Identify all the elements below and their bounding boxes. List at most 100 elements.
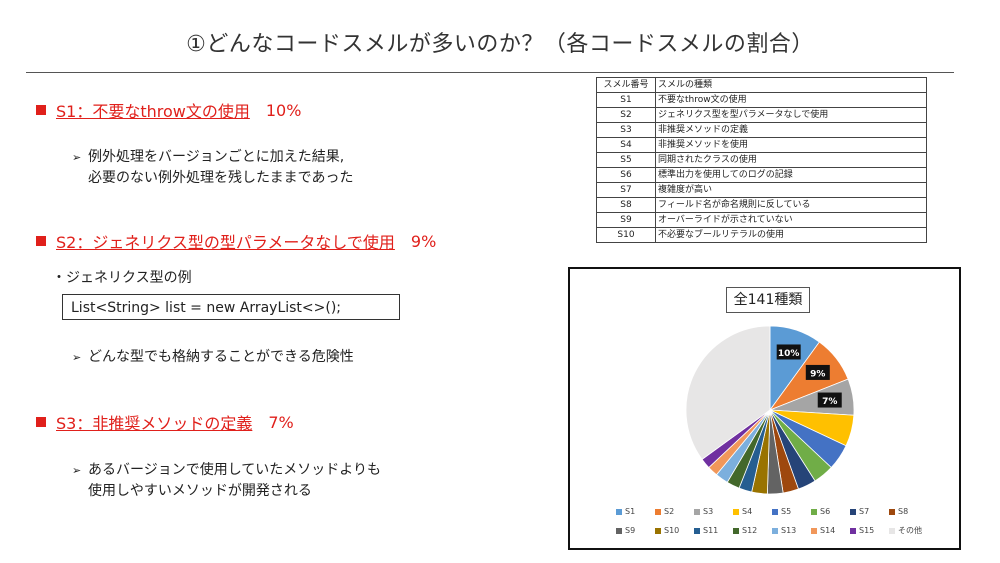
s3-bullet: ➢ あるバージョンで使用していたメソッドよりも 使用しやすいメソッドが開発される [72, 460, 381, 501]
table-cell-type: オーバーライドが示されていない [655, 212, 927, 228]
legend-label: その他 [898, 526, 922, 535]
pie-data-label: 7% [817, 392, 842, 408]
table-header-number: スメル番号 [596, 77, 656, 93]
legend-swatch [616, 527, 622, 534]
table-cell-number: S4 [596, 137, 656, 153]
legend-row: S1 S2 S3 S4 S5 S6 S7 S8 [616, 507, 946, 516]
table-row: S5 同期されたクラスの使用 [596, 152, 927, 168]
section-s2-label: S2：ジェネリクス型の型パラメータなしで使用 [56, 233, 395, 252]
pie-data-label-text: 7% [822, 397, 837, 407]
chart-legend: S1 S2 S3 S4 S5 S6 S7 S8 S9 S10 S11 S12 S13 S14 S15 その他 [616, 507, 946, 545]
legend-swatch [655, 508, 661, 515]
table-cell-number: S9 [596, 212, 656, 228]
section-s1-label: S1：不要なthrow文の使用 [56, 102, 250, 121]
arrow-bullet-icon: ➢ [72, 351, 82, 364]
table-row: S1 不要なthrow文の使用 [596, 92, 927, 108]
table-row: S8 フィールド名が命名規則に反している [596, 197, 927, 213]
pie-data-label-text: 9% [810, 369, 825, 379]
section-s3-label: S3：非推奨メソッドの定義 [56, 414, 253, 433]
table-row: S10 不必要なブールリテラルの使用 [596, 227, 927, 243]
legend-item: S13 [772, 525, 811, 536]
legend-label: S7 [859, 507, 870, 516]
legend-swatch [733, 527, 739, 534]
arrow-bullet-icon: ➢ [72, 464, 82, 477]
table-row: S6 標準出力を使用してのログの記録 [596, 167, 927, 183]
table-cell-number: S7 [596, 182, 656, 198]
legend-item: S1 [616, 507, 655, 516]
s2-bullet: ➢ どんな型でも格納することができる危険性 [72, 347, 354, 368]
legend-label: S1 [625, 507, 636, 516]
legend-item: S2 [655, 507, 694, 516]
legend-item: S9 [616, 525, 655, 536]
legend-item: S10 [655, 525, 694, 536]
section-s1-heading: S1：不要なthrow文の使用 10% [36, 98, 301, 122]
legend-item: S6 [811, 507, 850, 516]
legend-label: S9 [625, 526, 636, 535]
legend-label: S10 [664, 526, 680, 535]
table-cell-type: ジェネリクス型を型パラメータなしで使用 [655, 107, 927, 123]
legend-label: S12 [742, 526, 758, 535]
table-row: S3 非推奨メソッドの定義 [596, 122, 927, 138]
legend-swatch [616, 508, 622, 515]
table-cell-number: S6 [596, 167, 656, 183]
table-row: S7 複雑度が高い [596, 182, 927, 198]
legend-swatch [772, 508, 778, 515]
legend-label: S5 [781, 507, 792, 516]
legend-swatch [889, 527, 895, 534]
table-cell-type: 非推奨メソッドを使用 [655, 137, 927, 153]
legend-swatch [733, 508, 739, 515]
section-s2-heading: S2：ジェネリクス型の型パラメータなしで使用 9% [36, 229, 436, 253]
chart-title: 全141種類 [726, 287, 810, 313]
red-square-icon [36, 417, 46, 427]
legend-label: S3 [703, 507, 714, 516]
legend-swatch [850, 508, 856, 515]
s1-bullet: ➢ 例外処理をバージョンごとに加えた結果, 必要のない例外処理を残したままであった [72, 147, 353, 188]
legend-swatch [811, 527, 817, 534]
section-s2-percent: 9% [410, 231, 437, 251]
s2-code-example: List<String> list = new ArrayList<>(); [62, 294, 400, 320]
legend-item: S7 [850, 507, 889, 516]
pie-data-label: 9% [805, 364, 830, 380]
table-row: S9 オーバーライドが示されていない [596, 212, 927, 228]
legend-swatch [694, 527, 700, 534]
table-cell-type: 非推奨メソッドの定義 [655, 122, 927, 138]
s3-bullet-line-2: 使用しやすいメソッドが開発される [88, 483, 312, 499]
table-cell-type: 複雑度が高い [655, 182, 927, 198]
table-cell-type: フィールド名が命名規則に反している [655, 197, 927, 213]
table-cell-type: 同期されたクラスの使用 [655, 152, 927, 168]
smell-table-body: S1 不要なthrow文の使用 S2 ジェネリクス型を型パラメータなしで使用 S3 非推奨… [596, 92, 927, 243]
table-cell-type: 不必要なブールリテラルの使用 [655, 227, 927, 243]
legend-item: S11 [694, 525, 733, 536]
legend-label: S2 [664, 507, 675, 516]
table-cell-type: 不要なthrow文の使用 [655, 92, 927, 108]
legend-item: S4 [733, 507, 772, 516]
pie-slice-その他 [685, 325, 771, 460]
legend-swatch [811, 508, 817, 515]
title-divider [26, 72, 954, 73]
legend-label: S13 [781, 526, 797, 535]
table-row: S4 非推奨メソッドを使用 [596, 137, 927, 153]
page-title: ①どんなコードスメルが多いのか？（各コードスメルの割合） [186, 32, 814, 57]
legend-label: S14 [820, 526, 836, 535]
table-cell-number: S8 [596, 197, 656, 213]
pie-data-label-text: 10% [778, 349, 800, 359]
legend-label: S8 [898, 507, 909, 516]
table-header-type: スメルの種類 [655, 77, 927, 93]
section-s3-percent: 7% [268, 412, 294, 432]
legend-label: S15 [859, 526, 875, 535]
legend-item: S15 [850, 525, 889, 536]
s2-bullet-text: どんな型でも格納することができる危険性 [88, 349, 354, 365]
pie-chart-frame: 10% 9% 7% 全141種類 S1 S2 S3 S4 S5 S6 S7 S8 S9 S10 S11 S… [568, 267, 961, 550]
legend-label: S6 [820, 507, 831, 516]
arrow-bullet-icon: ➢ [72, 151, 82, 164]
legend-swatch [889, 508, 895, 515]
table-cell-number: S10 [596, 227, 656, 243]
legend-swatch [694, 508, 700, 515]
s1-bullet-line-2: 必要のない例外処理を残したままであった [88, 170, 354, 186]
legend-row: S9 S10 S11 S12 S13 S14 S15 その他 [616, 525, 946, 536]
legend-item: S12 [733, 525, 772, 536]
smell-table: スメル番号 スメルの種類 S1 不要なthrow文の使用 S2 ジェネリクス型を型パラ… [596, 77, 927, 243]
s1-bullet-line-1: 例外処理をバージョンごとに加えた結果, [88, 149, 345, 165]
table-header-row: スメル番号 スメルの種類 [596, 77, 927, 93]
legend-item: S3 [694, 507, 733, 516]
